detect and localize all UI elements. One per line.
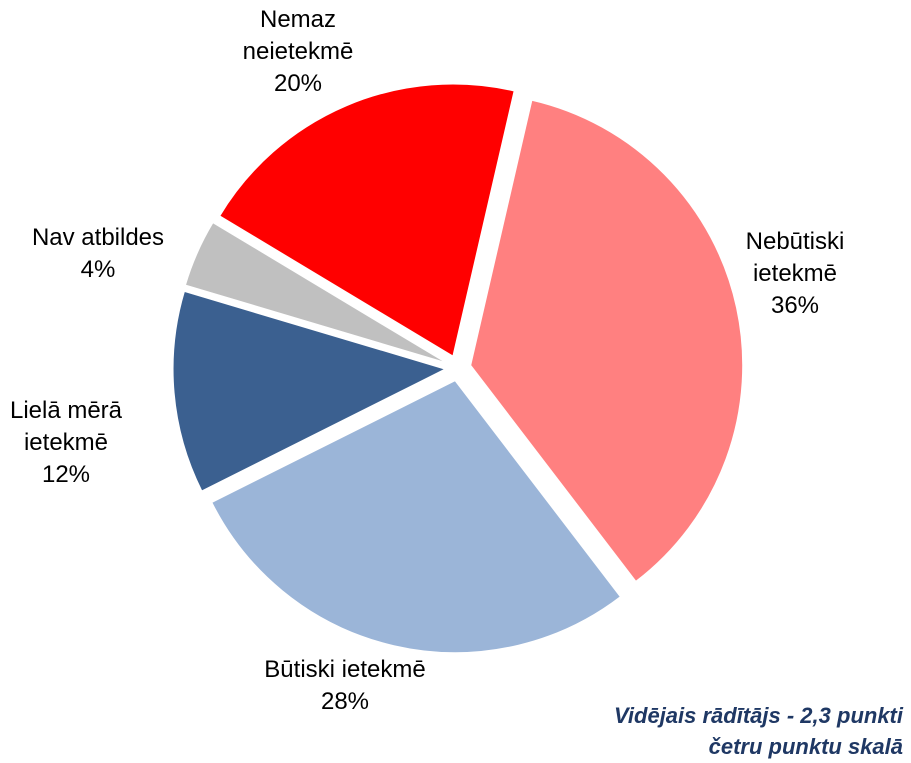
slice-value-label: 12% [41,461,91,488]
slice-label: Nav atbildes [31,224,165,251]
slice-label: Lielā mērā ietekmē [9,397,123,456]
pie-slice [184,221,447,364]
slice-value-label: 28% [320,688,370,715]
pie-slice [172,290,447,492]
pie-slice [219,83,515,357]
slice-value-label: 4% [80,256,116,283]
slice-value-label: 20% [273,70,323,97]
slice-label: Nemaz neietekmē [242,6,354,65]
pie-slice [470,99,744,583]
pie-slice [211,380,621,654]
slice-label: Nebūtiski ietekmē [745,228,845,287]
annotation: Vidējais rādītājs - 2,3 punkti četru pun… [614,703,903,759]
slice-value-label: 36% [770,292,820,319]
slice-label: Būtiski ietekmē [264,656,426,683]
